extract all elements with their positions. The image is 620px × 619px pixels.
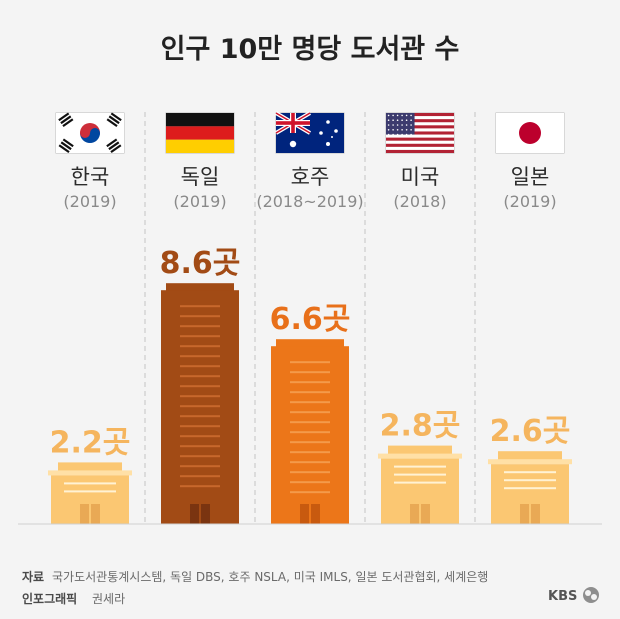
australia-flag <box>274 111 345 154</box>
library-building <box>488 451 572 524</box>
value-label: 6.6곳 <box>270 302 351 337</box>
column-1: 한국 (2019) 2.2곳 <box>48 112 132 524</box>
library-building <box>378 445 462 524</box>
year-label: (2019) <box>63 192 116 211</box>
germany-flag <box>165 112 235 154</box>
credit-text: 권세라 <box>92 592 125 606</box>
value-label: 2.6곳 <box>490 414 571 449</box>
country-label: 일본 <box>511 165 550 189</box>
source-text: 국가도서관통계시스템, 독일 DBS, 호주 NSLA, 미국 IMLS, 일본… <box>52 569 488 584</box>
year-label: (2018~2019) <box>256 192 363 211</box>
value-label: 8.6곳 <box>160 246 241 281</box>
value-label: 2.2곳 <box>50 425 131 460</box>
year-label: (2018) <box>393 192 446 211</box>
year-label: (2019) <box>173 192 226 211</box>
kbs-logo-icon <box>583 587 599 603</box>
library-building <box>48 462 132 524</box>
library-building <box>161 283 239 524</box>
country-label: 한국 <box>71 165 110 189</box>
column-4: 미국 (2018) 2.8곳 <box>378 112 462 524</box>
column-5: 일본 (2019) 2.6곳 <box>488 112 572 524</box>
country-label: 미국 <box>401 165 440 189</box>
column-3: 호주 (2018~2019) 6.6곳 <box>256 111 364 524</box>
library-building <box>271 339 349 524</box>
year-label: (2019) <box>503 192 556 211</box>
korea-flag <box>55 112 125 154</box>
kbs-logo-text: KBS <box>548 589 577 604</box>
credit-label: 인포그래픽 <box>22 591 77 606</box>
chart-title: 인구 10만 명당 도서관 수 <box>161 34 460 65</box>
source-label: 자료 <box>22 569 44 584</box>
country-label: 독일 <box>181 165 220 189</box>
country-label: 호주 <box>291 165 330 189</box>
value-label: 2.8곳 <box>380 409 461 444</box>
column-2: 독일 (2019) 8.6곳 <box>160 112 241 524</box>
footer: 자료 국가도서관통계시스템, 독일 DBS, 호주 NSLA, 미국 IMLS,… <box>22 569 599 606</box>
japan-flag <box>495 112 565 154</box>
usa-flag <box>385 112 455 154</box>
